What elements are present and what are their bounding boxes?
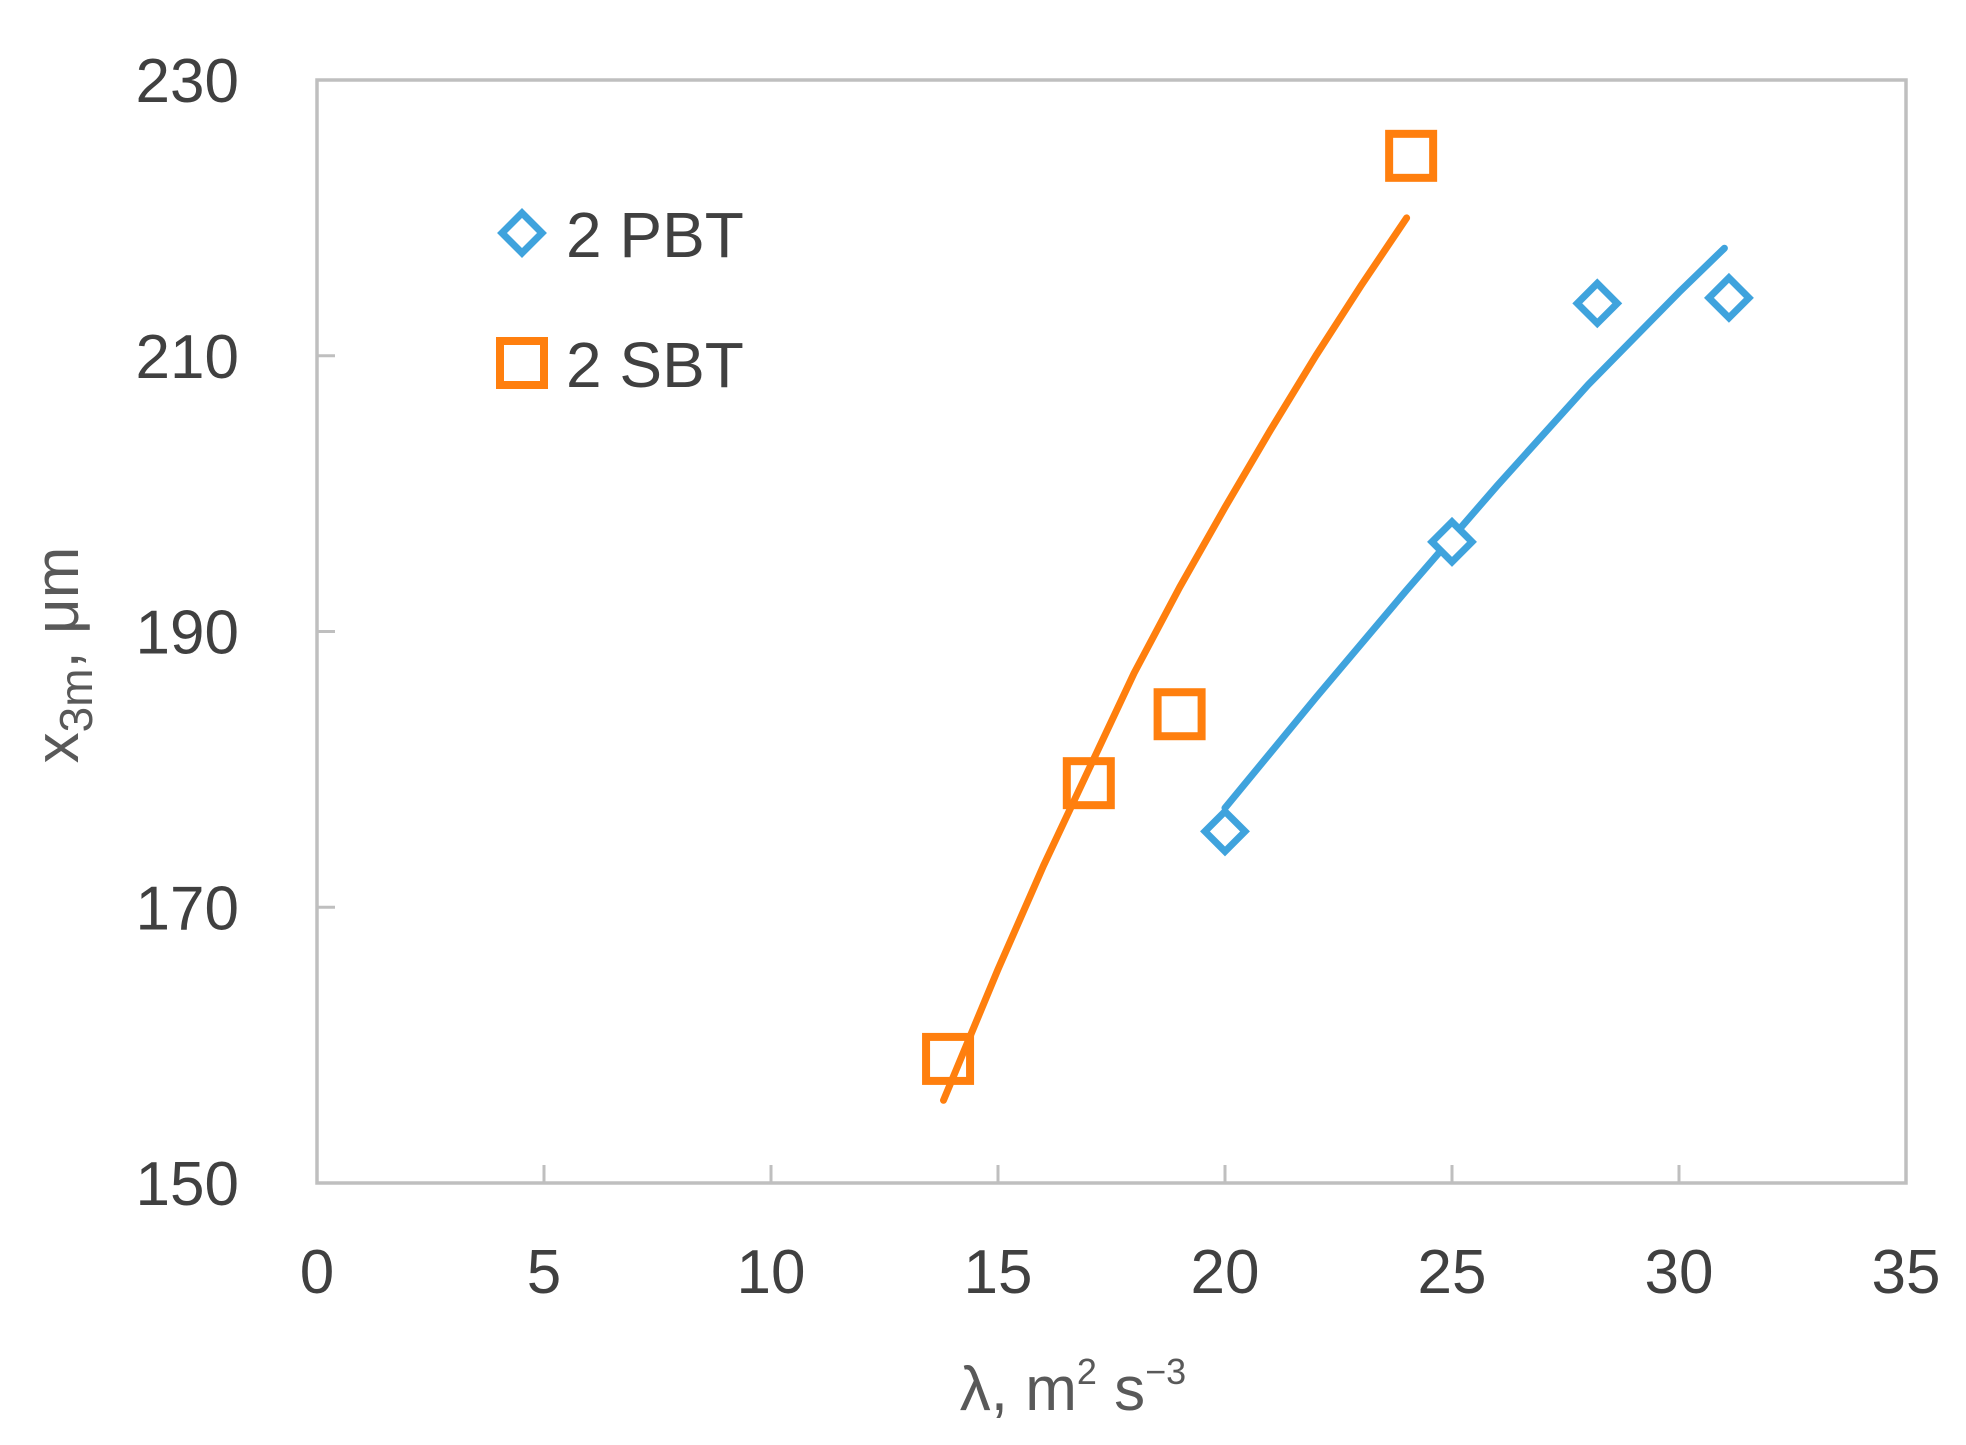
2-pbt-point [1427, 516, 1477, 567]
x-tick-label: 20 [1191, 1238, 1260, 1307]
x-tick-label: 25 [1418, 1238, 1487, 1307]
y-axis-title-base: x [23, 732, 92, 763]
x-tick-label: 5 [527, 1238, 561, 1307]
2-pbt-point [1572, 278, 1623, 329]
y-tick-label: 190 [136, 599, 239, 668]
x-axis-title-middle: s [1097, 1355, 1145, 1424]
tick-marks [315, 78, 1908, 1185]
x-tick-label: 35 [1872, 1238, 1941, 1307]
x-tick-label: 30 [1645, 1238, 1714, 1307]
2-sbt-point [1153, 688, 1206, 741]
2-sbt-point [1062, 757, 1115, 810]
legend-marker-2-pbt [497, 208, 547, 258]
legend-marker-2-sbt [496, 337, 548, 389]
y-axis-title-subscript: 3m [50, 668, 102, 732]
y-axis-title-rest: , μm [23, 547, 92, 669]
2-pbt-point [1703, 272, 1754, 323]
legend-label-2-pbt: 2 PBT [566, 199, 744, 271]
y-tick-label: 230 [136, 47, 239, 116]
trendlines [940, 214, 1728, 1104]
2-pbt-point [1200, 806, 1250, 857]
y-axis-title: x3m, μm [23, 547, 102, 764]
x-tick-label: 0 [300, 1238, 334, 1307]
2-sbt-point [922, 1032, 975, 1085]
y-tick-label: 150 [136, 1150, 239, 1219]
y-tick-label: 210 [136, 323, 239, 392]
tick-labels: 0 5 10 15 20 25 30 35 150 170 190 210 230 [136, 47, 1941, 1307]
y-tick-label: 170 [136, 874, 239, 943]
x-axis-title-base: λ, m [960, 1355, 1077, 1424]
data-points [922, 129, 1754, 1085]
legend: 2 PBT 2 SBT [496, 199, 744, 401]
2-pbt-trendline [1221, 244, 1728, 812]
legend-label-2-sbt: 2 SBT [566, 329, 744, 401]
x-axis-title: λ, m2 s−3 [960, 1351, 1186, 1424]
x-tick-label: 15 [964, 1238, 1033, 1307]
2-sbt-point [1385, 129, 1438, 182]
x-tick-label: 10 [737, 1238, 806, 1307]
x-axis-title-superscript-1: 2 [1077, 1351, 1097, 1392]
2-sbt-trendline [940, 214, 1411, 1104]
x-axis-title-superscript-2: −3 [1145, 1351, 1186, 1392]
